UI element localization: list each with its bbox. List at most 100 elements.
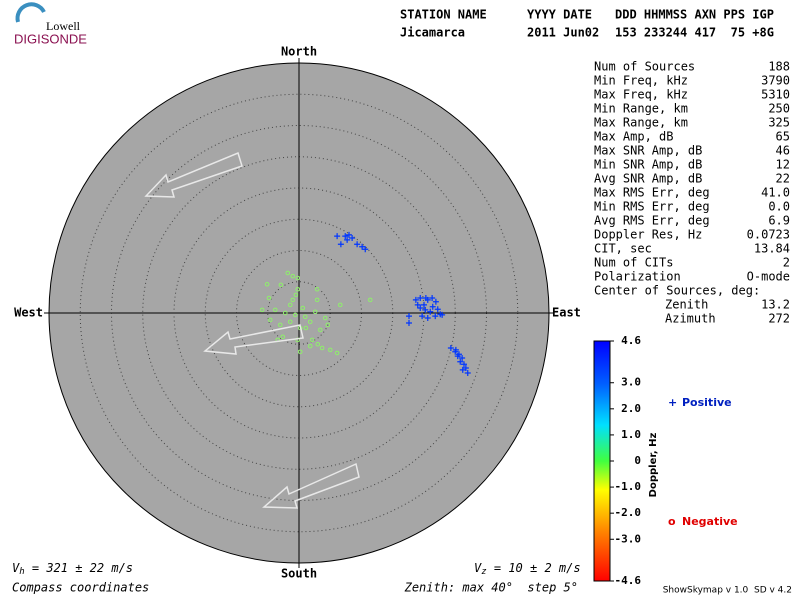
header: STATION NAME Jicamarca YYYY DATE 2011 Jun02… — [400, 8, 774, 40]
direction-label: East — [552, 306, 581, 320]
stats-table: Num of Sources 188 Min Freq, kHz 3790 Max Fr… — [594, 60, 790, 326]
source-positive — [406, 320, 412, 326]
source-negative — [295, 275, 301, 281]
colorbar-tick-label: -3.0 — [615, 532, 642, 545]
stat-label: CIT, sec — [594, 242, 652, 256]
header-label: DDD HHMMSS AXN PPS IGP — [615, 8, 774, 22]
source-negative — [285, 270, 291, 276]
colorbar-tick-label: 3.0 — [621, 376, 641, 389]
colorbar-tick-label: -4.6 — [615, 574, 642, 587]
source-positive — [429, 295, 436, 301]
source-negative — [292, 312, 298, 318]
stat-label: Min RMS Err, deg — [594, 200, 710, 214]
source-positive — [452, 346, 459, 353]
stat-label: Zenith — [665, 298, 708, 312]
stat-value: 250 — [768, 102, 790, 116]
source-negative — [272, 307, 278, 313]
stat-value: 65 — [776, 130, 790, 144]
stat-value: 5310 — [761, 88, 790, 102]
source-positive — [406, 313, 412, 320]
source-positive — [462, 365, 469, 371]
stat-value: 272 — [768, 312, 790, 326]
source-positive — [342, 233, 349, 240]
source-positive — [359, 243, 366, 250]
source-negative — [267, 317, 273, 323]
source-negative — [264, 281, 270, 287]
source-positive — [456, 351, 462, 358]
direction-label: West — [14, 306, 43, 320]
stat-value: 2 — [783, 256, 790, 270]
source-negative — [287, 319, 293, 325]
colorbar-tick-label: -2.0 — [615, 506, 642, 519]
header-value: 153 233244 417 75 +8G — [615, 26, 774, 40]
colorbar-label: Doppler, Hz — [648, 433, 659, 498]
source-negative — [307, 319, 313, 325]
drift-arrows — [144, 151, 360, 509]
source-negative — [290, 297, 296, 303]
header-value: Jicamarca — [400, 26, 465, 40]
source-positive — [432, 313, 439, 320]
colorbar-tick-label: 1.0 — [621, 428, 641, 441]
stat-value: 6.9 — [768, 214, 790, 228]
stat-label: Avg RMS Err, deg — [594, 214, 710, 228]
source-negative — [266, 295, 272, 301]
velocity-subscript: h — [19, 567, 24, 577]
stat-label: Polarization — [594, 270, 681, 284]
stat-label: Azimuth — [665, 312, 716, 326]
header-label: STATION NAME — [400, 8, 487, 22]
polar-plot: North South West East — [14, 45, 581, 581]
stat-heading: Center of Sources, deg: — [594, 284, 760, 298]
stat-value: 0.0723 — [747, 228, 790, 242]
source-positive — [464, 370, 471, 376]
stat-label: Num of CITs — [594, 256, 673, 270]
source-negative — [290, 273, 296, 279]
source-negative — [314, 286, 320, 292]
source-negative — [337, 302, 343, 308]
source-negative — [295, 286, 301, 292]
header-value: 2011 Jun02 — [527, 26, 599, 40]
stat-value: 13.2 — [761, 298, 790, 312]
source-negative — [334, 350, 340, 356]
source-negative — [307, 343, 313, 349]
source-positive — [432, 298, 439, 305]
source-positive — [447, 345, 454, 351]
version: ShowSkymap v 1.0 SD v 4.2 — [663, 586, 792, 596]
source-negative — [287, 302, 293, 308]
colorbar-tick-label: 0 — [634, 454, 641, 467]
source-positive — [344, 236, 351, 243]
source-negative — [278, 282, 284, 288]
legend-marker: + — [668, 396, 677, 409]
source-negative — [327, 347, 333, 353]
stat-value: 12 — [776, 158, 790, 172]
stat-label: Max RMS Err, deg — [594, 186, 710, 200]
velocity: Vz = 10 ± 2 m/s — [474, 561, 581, 577]
velocity-value: = 321 ± 22 m/s — [25, 561, 133, 575]
source-positive — [421, 301, 427, 308]
stat-value: O-mode — [747, 270, 790, 284]
stat-value: 22 — [776, 172, 790, 186]
legend-marker: o — [668, 515, 676, 528]
source-negative — [319, 345, 325, 351]
stat-value: 188 — [768, 60, 790, 74]
zenith-note: Zenith: max 40° step 5° — [404, 581, 578, 595]
source-positive — [434, 306, 441, 313]
source-negative — [300, 305, 306, 311]
source-positive — [459, 355, 466, 361]
source-positive — [412, 296, 419, 303]
source-negative — [312, 309, 318, 315]
stat-label: Max Amp, dB — [594, 130, 673, 144]
source-negative — [293, 292, 299, 298]
logo-top: Lowell — [46, 19, 81, 33]
source-positive — [422, 295, 429, 301]
source-negative — [297, 349, 303, 355]
stat-value: 3790 — [761, 74, 790, 88]
colorbar — [593, 340, 611, 582]
stat-value: 325 — [768, 116, 790, 130]
stat-label: Avg SNR Amp, dB — [594, 172, 702, 186]
stat-label: Max SNR Amp, dB — [594, 144, 702, 158]
source-positive — [457, 358, 464, 365]
source-positive — [346, 231, 352, 238]
logo-arc — [15, 2, 46, 23]
stat-label: Doppler Res, Hz — [594, 228, 702, 242]
